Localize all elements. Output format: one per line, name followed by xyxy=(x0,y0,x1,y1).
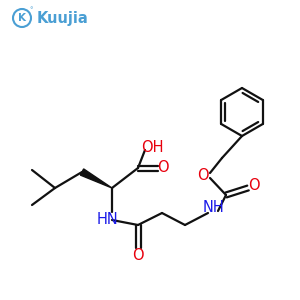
Text: NH: NH xyxy=(203,200,225,215)
Text: OH: OH xyxy=(141,140,163,154)
Text: O: O xyxy=(157,160,169,175)
Text: °: ° xyxy=(29,8,33,14)
Text: O: O xyxy=(132,248,144,263)
Text: O: O xyxy=(248,178,260,194)
Text: K: K xyxy=(18,13,26,23)
Polygon shape xyxy=(80,169,112,188)
Text: Kuujia: Kuujia xyxy=(37,11,89,26)
Text: O: O xyxy=(197,169,209,184)
Text: HN: HN xyxy=(97,212,119,226)
